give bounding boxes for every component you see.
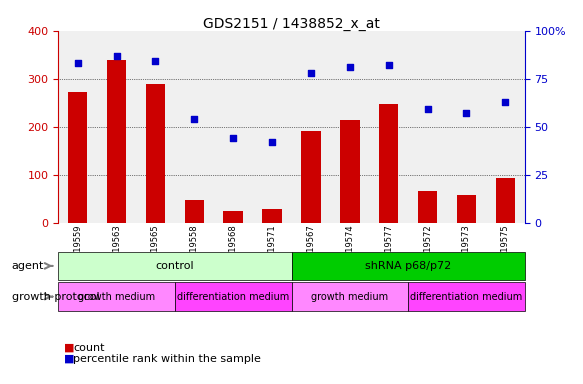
Text: ■: ■ bbox=[64, 343, 75, 353]
Text: shRNA p68/p72: shRNA p68/p72 bbox=[365, 261, 451, 271]
Bar bbox=[456, 195, 476, 223]
Bar bbox=[262, 209, 282, 223]
Text: growth medium: growth medium bbox=[78, 291, 155, 302]
Point bbox=[189, 116, 199, 122]
Bar bbox=[223, 211, 243, 223]
Text: differentiation medium: differentiation medium bbox=[410, 291, 522, 302]
Bar bbox=[379, 104, 398, 223]
Bar bbox=[496, 178, 515, 223]
Bar bbox=[340, 121, 360, 223]
Point bbox=[345, 64, 354, 70]
Text: control: control bbox=[156, 261, 194, 271]
Text: agent: agent bbox=[12, 261, 44, 271]
Bar bbox=[301, 131, 321, 223]
Point bbox=[423, 106, 432, 113]
Text: GDS2151 / 1438852_x_at: GDS2151 / 1438852_x_at bbox=[203, 17, 380, 31]
Point bbox=[384, 62, 394, 68]
Bar bbox=[418, 190, 437, 223]
Point bbox=[112, 53, 121, 59]
Point bbox=[306, 70, 315, 76]
Point bbox=[268, 139, 277, 145]
Point bbox=[151, 58, 160, 65]
Bar bbox=[146, 84, 165, 223]
Point bbox=[229, 135, 238, 141]
Text: count: count bbox=[73, 343, 104, 353]
Point bbox=[73, 60, 82, 66]
Point bbox=[462, 110, 471, 116]
Text: growth protocol: growth protocol bbox=[12, 291, 99, 302]
Text: ■: ■ bbox=[64, 354, 75, 364]
Text: growth medium: growth medium bbox=[311, 291, 388, 302]
Point bbox=[501, 99, 510, 105]
Text: differentiation medium: differentiation medium bbox=[177, 291, 289, 302]
Text: percentile rank within the sample: percentile rank within the sample bbox=[73, 354, 261, 364]
Bar bbox=[68, 92, 87, 223]
Bar bbox=[107, 60, 127, 223]
Bar bbox=[185, 200, 204, 223]
